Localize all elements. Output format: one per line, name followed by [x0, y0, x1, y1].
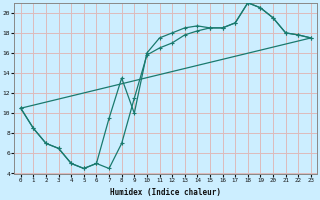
X-axis label: Humidex (Indice chaleur): Humidex (Indice chaleur) [110, 188, 221, 197]
